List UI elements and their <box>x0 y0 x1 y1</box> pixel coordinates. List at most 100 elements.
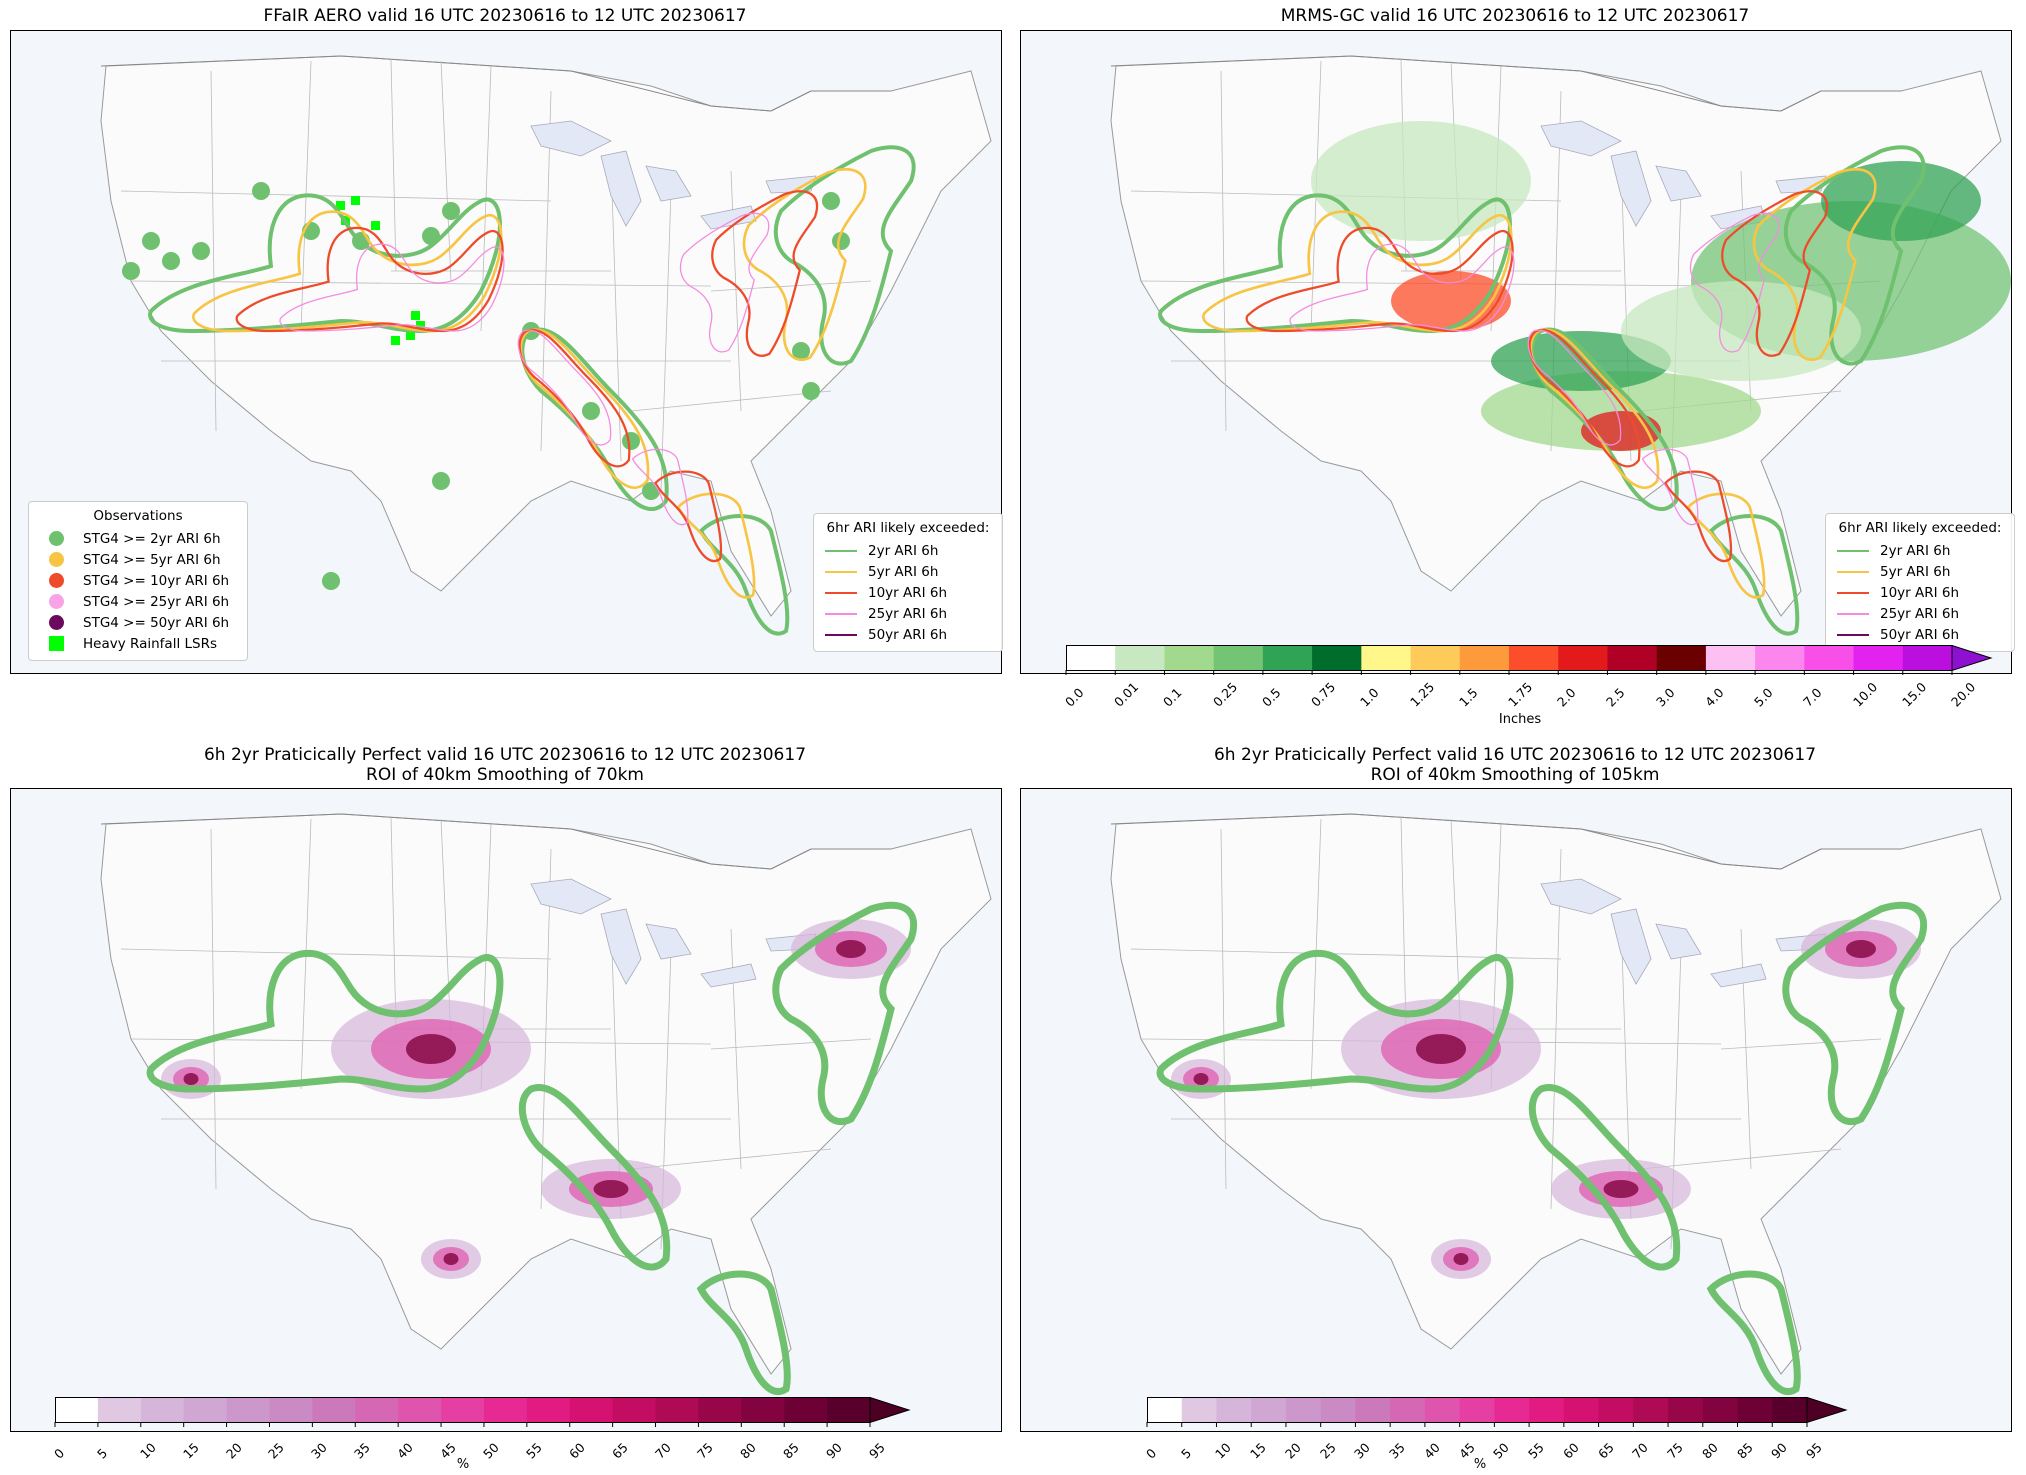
colorbar-label-pp70: % <box>456 1457 470 1472</box>
state-border <box>130 280 712 287</box>
legend-item-label: 10yr ARI 6h <box>1880 584 1960 601</box>
colorbar-bin <box>1216 1397 1252 1423</box>
ari-contour <box>772 901 918 1125</box>
colorbar-tick-label: 10 <box>136 1439 159 1462</box>
legend-item-label: STG4 >= 50yr ARI 6h <box>83 614 230 631</box>
state-border <box>1220 70 1227 432</box>
legend-item: STG4 >= 50yr ARI 6h <box>37 612 239 633</box>
legend-item-label: 2yr ARI 6h <box>1880 542 1951 559</box>
colorbar-tick-label: 1.75 <box>1505 679 1536 710</box>
colorbar-bin <box>1772 1397 1808 1423</box>
ari-contour <box>1689 212 1780 353</box>
ari-contour <box>1245 226 1514 333</box>
line-swatch-icon <box>1837 570 1869 573</box>
colorbar-inches: 0.0 0.01 0.1 0.25 0.5 0.75 1.0 1.25 1.5 1.75 2.0 2.… <box>1062 644 1993 710</box>
panel-title-mrms: MRMS-GC valid 16 UTC 20230616 to 12 UTC … <box>1280 6 1750 26</box>
ari-contour <box>654 470 723 562</box>
ari-contour <box>518 328 631 468</box>
obs-marker <box>142 232 160 250</box>
colorbar-bin <box>140 1397 185 1423</box>
legend-item-label: 5yr ARI 6h <box>1880 563 1951 580</box>
legend-item: 50yr ARI 6h <box>1834 624 2006 645</box>
great-lake <box>1775 175 1827 194</box>
canada-border <box>1110 813 1901 870</box>
line-swatch-icon <box>825 549 857 552</box>
colorbar-bin <box>1181 1397 1217 1423</box>
colorbar-bin <box>1285 1397 1322 1423</box>
prob-field <box>1453 1253 1469 1265</box>
legend-item-label: STG4 >= 25yr ARI 6h <box>83 593 230 610</box>
colorbar-outline <box>55 1397 871 1423</box>
colorbar-bin <box>1213 645 1264 671</box>
square-marker-icon <box>48 636 64 651</box>
ari-contour <box>1528 328 1641 468</box>
colorbar-bin <box>1459 1397 1495 1423</box>
colorbar-bin <box>1410 645 1461 671</box>
ari-contour <box>679 212 770 353</box>
colorbar-bin <box>441 1397 485 1423</box>
circle-marker-icon <box>48 615 64 630</box>
obs-marker <box>252 182 270 200</box>
line-swatch-icon <box>825 612 857 615</box>
legend-item-label: 10yr ARI 6h <box>868 584 948 601</box>
obs-marker <box>792 342 810 360</box>
ari-contour <box>1708 514 1800 636</box>
colorbar-bin <box>1598 1397 1634 1423</box>
legend-item: 25yr ARI 6h <box>1834 603 2006 624</box>
colorbar-tick-label: 1.25 <box>1406 679 1437 710</box>
state-border <box>710 1038 872 1050</box>
colorbar-tick-label: 5 <box>1177 1445 1194 1462</box>
ari-contour <box>1752 168 1877 361</box>
legend-item: Heavy Rainfall LSRs <box>37 633 239 654</box>
colorbar-tick-label: 95 <box>1803 1439 1825 1462</box>
colorbar-bin <box>1656 645 1707 671</box>
legend-title: Observations <box>93 508 183 524</box>
colorbar-tick-label: 5.0 <box>1751 684 1776 710</box>
colorbar-bin <box>183 1397 228 1423</box>
state-border <box>210 828 217 1190</box>
colorbar-tick-label: 1.0 <box>1357 684 1382 710</box>
colorbar-bin <box>1459 645 1510 671</box>
colorbar-bin <box>1702 1397 1739 1423</box>
colorbar-tick-label: 20 <box>222 1439 245 1462</box>
colorbar-bin <box>312 1397 356 1423</box>
ari-contour <box>742 168 867 361</box>
legend-item-label: 5yr ARI 6h <box>868 563 939 580</box>
great-lake <box>600 150 642 227</box>
colorbar-extend-arrow <box>1951 644 1993 672</box>
colorbar-tick-label: 30 <box>1351 1439 1374 1462</box>
colorbar-tick-label: 2.0 <box>1554 684 1579 710</box>
state-border <box>630 1148 832 1170</box>
colorbar-bin <box>1424 1397 1461 1423</box>
legend-item: 25yr ARI 6h <box>822 603 994 624</box>
great-lake <box>1655 923 1702 960</box>
ari-contour <box>519 328 650 489</box>
colorbar-tick-label: 75 <box>1664 1439 1686 1462</box>
great-lake <box>1610 150 1652 227</box>
legend-item-label: 25yr ARI 6h <box>1880 605 1960 622</box>
colorbar-tick-label: 1.5 <box>1455 684 1481 710</box>
panel-title-aero: FFaIR AERO valid 16 UTC 20230616 to 12 U… <box>263 6 747 26</box>
circle-marker-icon <box>48 531 64 546</box>
legend-item-label: 25yr ARI 6h <box>868 605 948 622</box>
ari-contour <box>1706 1270 1801 1395</box>
colorbar-tick-label: 0.25 <box>1209 679 1240 710</box>
canada-border <box>1110 55 1901 112</box>
ari-contour <box>148 193 502 334</box>
ari-contour <box>1641 448 1699 526</box>
obs-marker <box>582 402 600 420</box>
colorbar-tick-label: 7.0 <box>1800 684 1825 710</box>
precip-blob <box>1621 281 1861 381</box>
ari-contour <box>1529 328 1660 489</box>
legend-item: 2yr ARI 6h <box>1834 540 2006 561</box>
colorbar-tick-label: 0 <box>1143 1445 1160 1462</box>
lsr-marker <box>391 336 400 345</box>
colorbar-bin <box>1705 645 1756 671</box>
prob-field <box>1416 1034 1466 1064</box>
map-panel-pp105 <box>1020 788 2012 1432</box>
colorbar-bin <box>1607 645 1658 671</box>
colorbar-bin <box>355 1397 399 1423</box>
obs-marker <box>162 252 180 270</box>
prob-field <box>1603 1180 1639 1198</box>
colorbar-tick-label: 0.1 <box>1160 684 1186 710</box>
